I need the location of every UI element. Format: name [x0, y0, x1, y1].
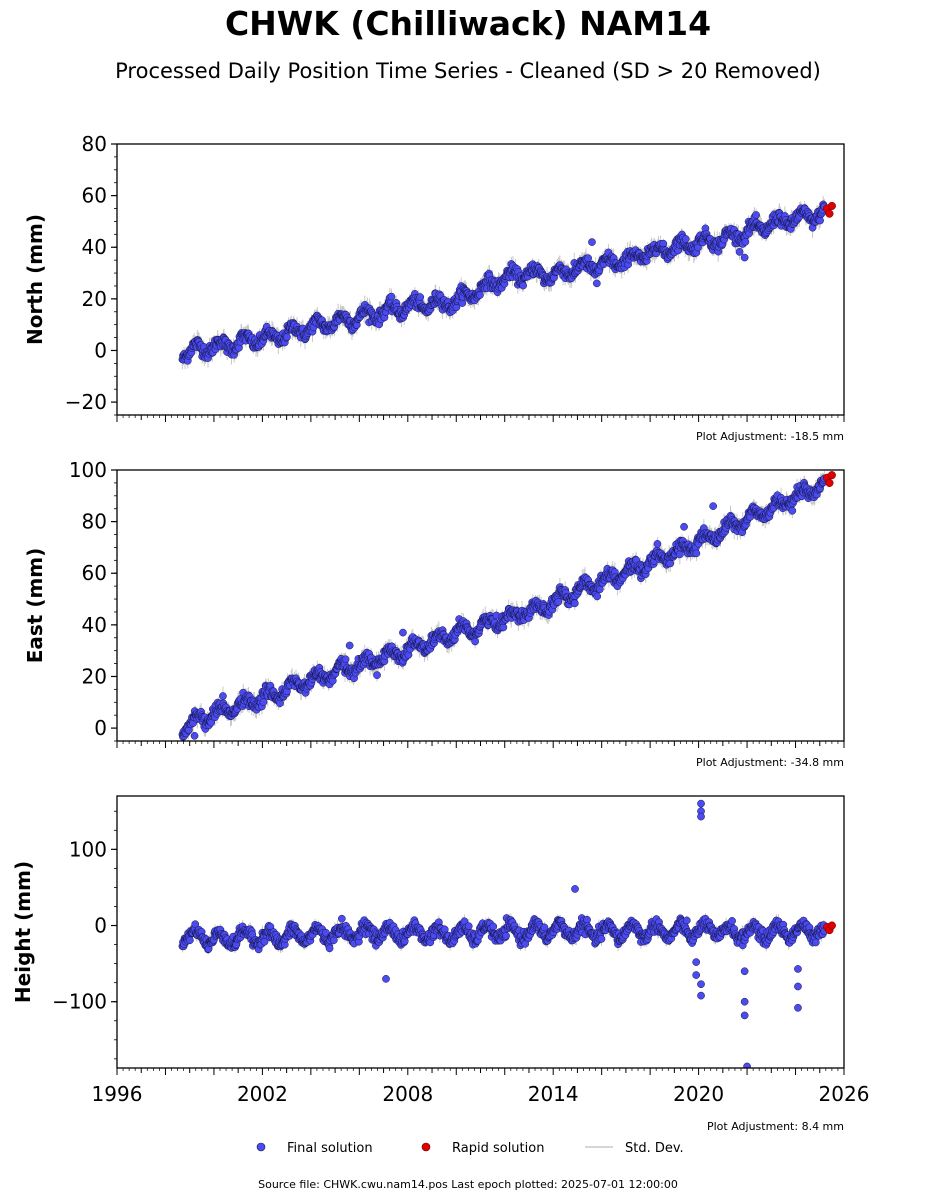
north-rapid-point — [825, 209, 834, 218]
east-final-point — [373, 671, 381, 679]
east-final-point — [499, 623, 508, 632]
north-final-point — [681, 235, 690, 243]
east-outlier-point — [680, 522, 688, 531]
north-ylabel: North (mm) — [23, 214, 47, 345]
north-final-point — [416, 293, 425, 301]
north-outlier-point — [588, 238, 596, 246]
east-final-point — [259, 698, 268, 707]
north-final-point — [752, 211, 760, 219]
north-final-point — [735, 248, 744, 256]
north-panel: −20 0 20 40 60 80 North (mm) Plot Adjustment: -… — [23, 132, 845, 443]
north-final-point — [476, 291, 484, 299]
chart-title: CHWK (Chilliwack) NAM14 — [225, 4, 711, 43]
north-ytick-label: −20 — [65, 390, 107, 414]
north-ytick-label: 40 — [82, 235, 107, 259]
east-outlier-point — [399, 628, 407, 637]
north-outlier-point — [740, 253, 749, 262]
east-outlier-point — [345, 641, 354, 650]
north-final-point — [584, 254, 592, 263]
north-plot-area — [178, 196, 836, 370]
east-final-point — [570, 599, 579, 608]
north-final-point — [741, 237, 750, 246]
east-final-point — [653, 540, 662, 548]
north-ytick-label: 20 — [82, 287, 107, 311]
chart-subtitle: Processed Daily Position Time Series - C… — [115, 59, 821, 83]
north-final-point — [283, 333, 291, 341]
east-final-point — [341, 655, 350, 664]
north-final-points — [178, 200, 829, 365]
east-final-point — [219, 692, 227, 700]
east-final-point — [788, 506, 797, 515]
north-rapid-point — [827, 201, 836, 210]
north-ytick-label: 0 — [94, 338, 107, 362]
east-final-point — [666, 559, 675, 568]
north-final-point — [519, 281, 527, 290]
east-final-point — [593, 592, 602, 601]
east-plot-area — [178, 470, 836, 741]
north-ytick-label: 80 — [82, 132, 107, 156]
north-ytick-label: 60 — [82, 184, 107, 208]
north-outlier-point — [592, 279, 601, 288]
east-final-point — [554, 598, 563, 606]
north-plot-adjustment: Plot Adjustment: -18.5 mm — [696, 430, 844, 443]
east-final-point — [471, 637, 479, 646]
north-final-point — [387, 292, 396, 301]
east-outlier-point — [709, 502, 717, 510]
east-final-points — [178, 474, 829, 741]
east-final-point — [692, 549, 701, 558]
east-outlier-point — [190, 731, 199, 740]
